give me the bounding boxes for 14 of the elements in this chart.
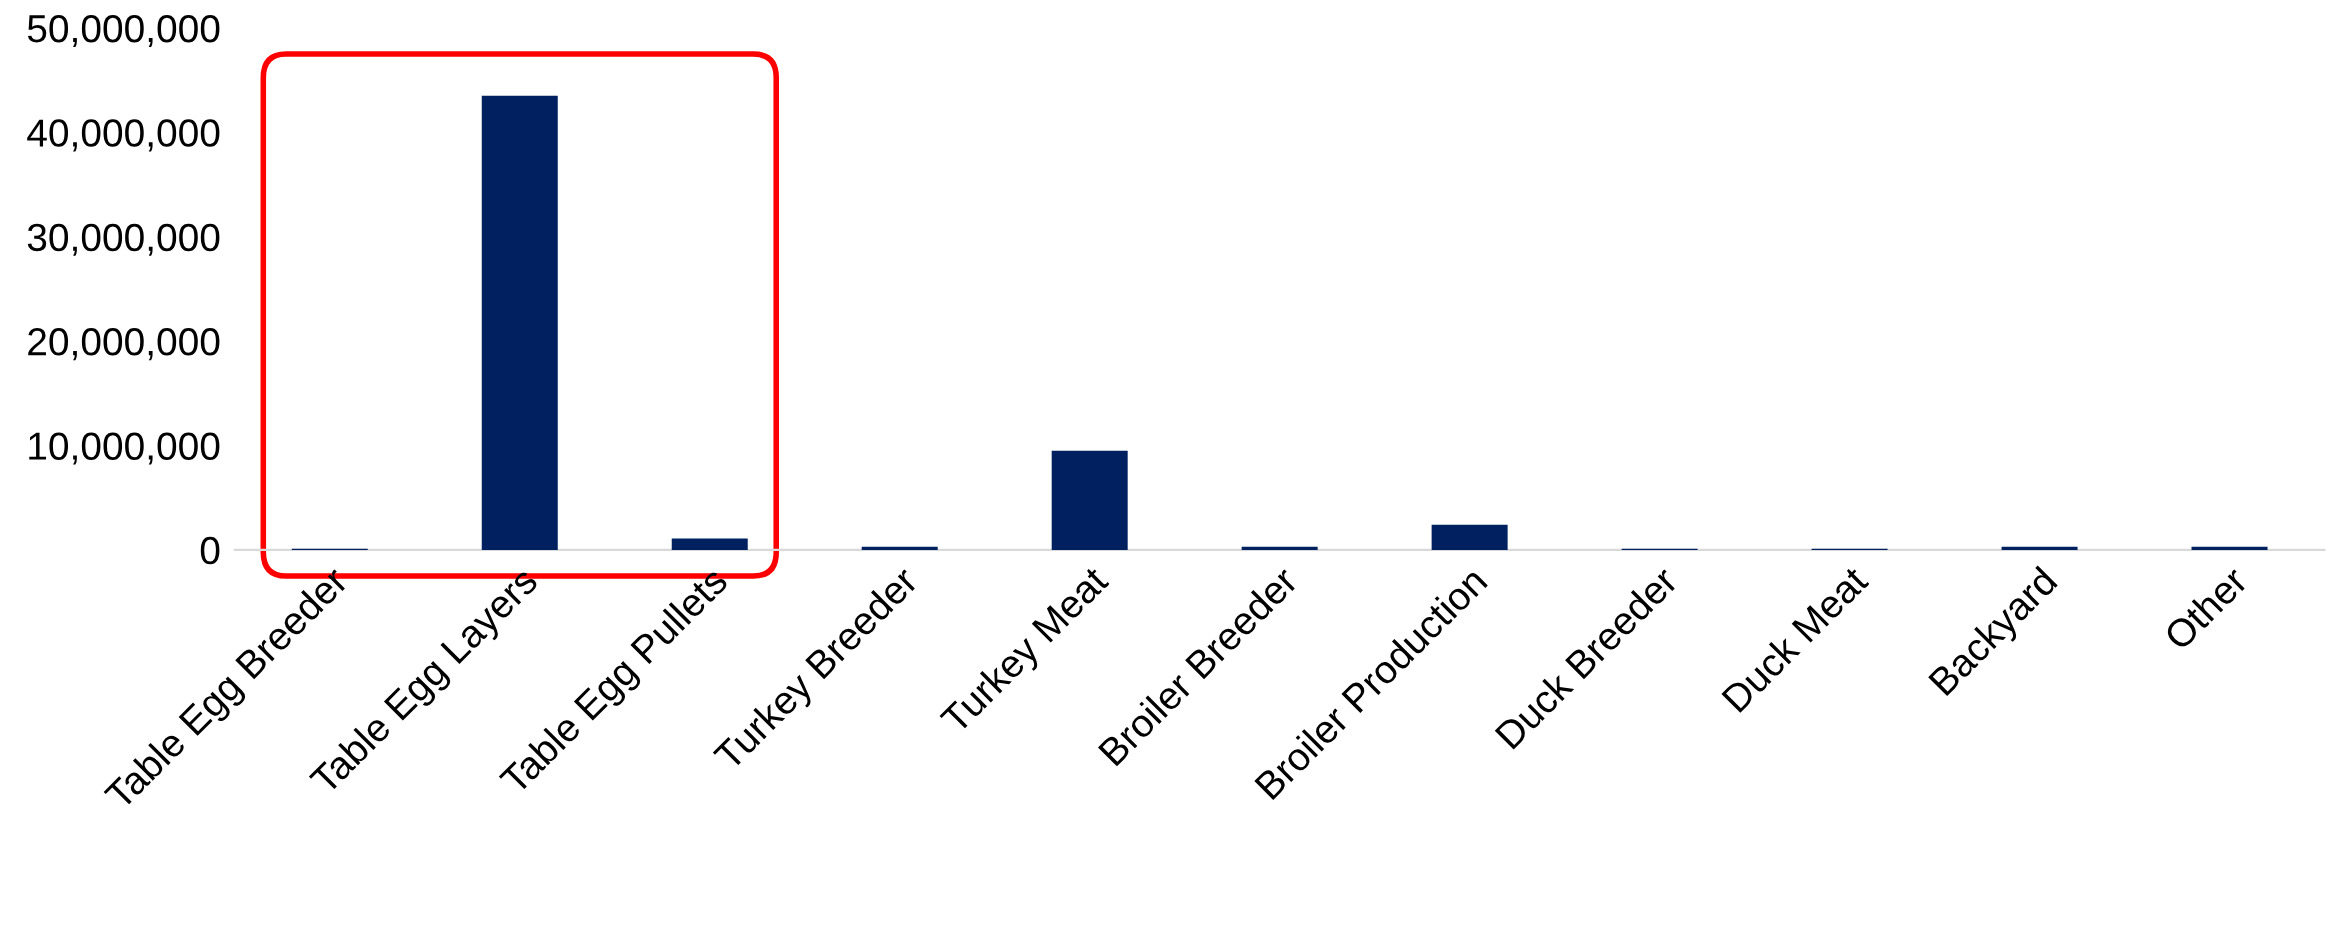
- bar: [1431, 524, 1508, 550]
- bar: [481, 95, 558, 550]
- y-tick-label: 10,000,000: [29, 432, 220, 465]
- bar: [1051, 450, 1128, 550]
- bar: [2001, 546, 2078, 550]
- y-tick-label: 30,000,000: [27, 223, 220, 256]
- y-tick-label: 0: [200, 536, 220, 565]
- bar: [2191, 546, 2268, 550]
- bar: [671, 538, 748, 550]
- bar: [861, 546, 938, 550]
- y-tick-label: 20,000,000: [28, 328, 220, 361]
- y-tick-label: 40,000,000: [27, 119, 220, 152]
- bar: [1241, 546, 1318, 550]
- y-tick-label: 50,000,000: [27, 14, 220, 48]
